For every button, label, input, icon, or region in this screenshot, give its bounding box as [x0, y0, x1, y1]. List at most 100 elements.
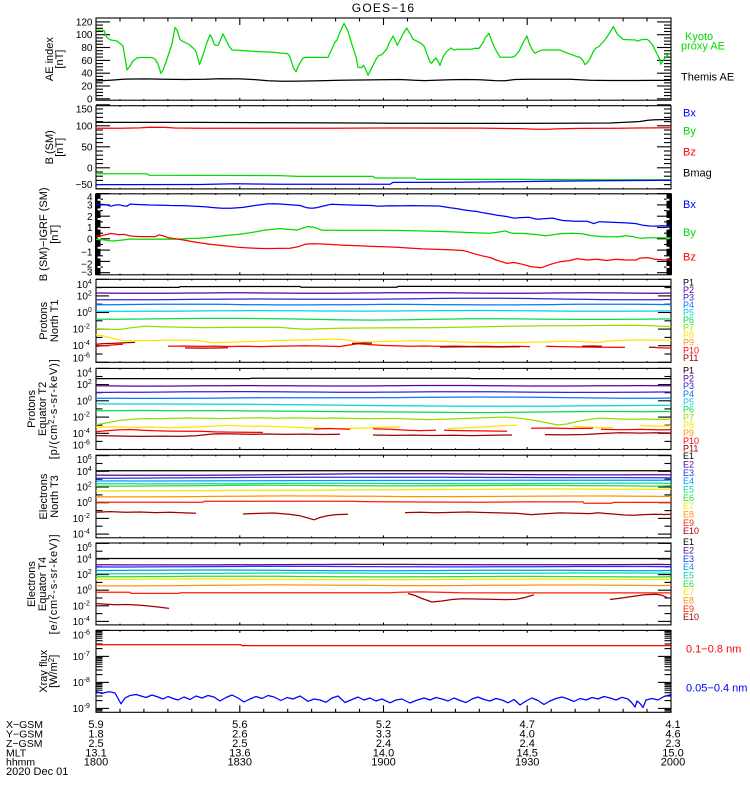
svg-text:P8: P8 — [683, 330, 694, 340]
svg-text:-2: -2 — [84, 412, 90, 419]
svg-text:100: 100 — [76, 30, 93, 41]
svg-text:3: 3 — [87, 200, 93, 211]
svg-text:10: 10 — [73, 678, 85, 689]
svg-text:10: 10 — [73, 441, 85, 452]
svg-text:10: 10 — [73, 704, 85, 715]
svg-text:Protons: Protons — [26, 389, 38, 427]
svg-text:13.1: 13.1 — [85, 747, 106, 759]
svg-text:[nT]: [nT] — [49, 225, 61, 244]
svg-text:AE index: AE index — [44, 37, 56, 82]
svg-text:10: 10 — [77, 369, 89, 380]
svg-text:[W/m2]: [W/m2] — [47, 655, 60, 688]
svg-text:E5: E5 — [683, 571, 694, 581]
svg-text:10: 10 — [73, 601, 85, 612]
svg-text:North T1: North T1 — [49, 300, 61, 343]
svg-text:10: 10 — [73, 353, 85, 364]
svg-text:Equator T2: Equator T2 — [37, 382, 49, 436]
svg-text:P5: P5 — [683, 397, 694, 407]
svg-text:0.05−0.4 nm: 0.05−0.4 nm — [686, 683, 747, 695]
svg-text:Bz: Bz — [683, 252, 696, 264]
svg-text:-4: -4 — [84, 340, 90, 347]
svg-text:P11: P11 — [683, 444, 698, 454]
svg-text:4: 4 — [88, 279, 92, 286]
svg-text:10: 10 — [73, 429, 85, 440]
svg-text:North T3: North T3 — [49, 475, 61, 518]
svg-text:2: 2 — [88, 482, 92, 489]
svg-text:E5: E5 — [683, 485, 694, 495]
svg-text:Equator T4: Equator T4 — [37, 557, 49, 611]
svg-text:Xray flux: Xray flux — [38, 649, 50, 692]
svg-text:-4: -4 — [84, 428, 90, 435]
svg-text:E8: E8 — [683, 596, 694, 606]
svg-text:10: 10 — [73, 413, 85, 424]
svg-text:80: 80 — [81, 43, 93, 54]
svg-text:P2: P2 — [683, 285, 694, 295]
svg-text:MLT: MLT — [6, 747, 27, 759]
svg-text:P1: P1 — [683, 278, 694, 288]
svg-text:P4: P4 — [683, 389, 694, 399]
svg-text:4.1: 4.1 — [665, 719, 680, 731]
svg-text:P6: P6 — [683, 315, 694, 325]
svg-text:P9: P9 — [683, 338, 694, 348]
svg-text:E2: E2 — [683, 546, 694, 556]
svg-text:E1: E1 — [683, 537, 694, 547]
svg-text:By: By — [683, 227, 696, 239]
svg-text:E8: E8 — [683, 510, 694, 520]
svg-text:10: 10 — [77, 467, 89, 478]
svg-text:Y−GSM: Y−GSM — [6, 729, 43, 741]
svg-text:10: 10 — [77, 555, 89, 566]
svg-text:120: 120 — [76, 17, 93, 28]
svg-text:5.6: 5.6 — [232, 719, 247, 731]
svg-text:0: 0 — [88, 395, 92, 402]
svg-text:E4: E4 — [683, 562, 694, 572]
svg-text:E1: E1 — [683, 451, 694, 461]
svg-text:5.9: 5.9 — [88, 719, 103, 731]
svg-text:0: 0 — [87, 234, 93, 245]
svg-text:P10: P10 — [683, 345, 699, 355]
svg-text:E7: E7 — [683, 501, 694, 511]
svg-text:E7: E7 — [683, 587, 694, 597]
svg-text:X−GSM: X−GSM — [6, 719, 43, 731]
svg-text:−1: −1 — [81, 248, 93, 259]
svg-text:10: 10 — [73, 325, 85, 336]
svg-text:E6: E6 — [683, 493, 694, 503]
svg-text:-8: -8 — [84, 677, 90, 684]
svg-text:P10: P10 — [683, 436, 699, 446]
svg-text:−50: −50 — [76, 180, 93, 191]
svg-text:10: 10 — [77, 498, 89, 509]
svg-text:E10: E10 — [683, 526, 699, 536]
svg-text:150: 150 — [76, 104, 93, 115]
svg-text:4: 4 — [88, 554, 92, 561]
svg-text:6: 6 — [88, 542, 92, 549]
svg-text:40: 40 — [81, 69, 93, 80]
svg-text:E3: E3 — [683, 468, 694, 478]
svg-text:-2: -2 — [84, 324, 90, 331]
svg-text:P8: P8 — [683, 420, 694, 430]
svg-text:1800: 1800 — [84, 757, 108, 769]
svg-text:10: 10 — [73, 341, 85, 352]
svg-text:E6: E6 — [683, 579, 694, 589]
svg-text:-6: -6 — [84, 440, 90, 447]
svg-text:[p/(cm2-s-sr-keV)]: [p/(cm2-s-sr-keV)] — [47, 359, 60, 460]
svg-text:−3: −3 — [81, 268, 93, 279]
svg-text:proxy AE: proxy AE — [681, 41, 725, 53]
svg-text:2: 2 — [88, 290, 92, 297]
svg-text:10: 10 — [73, 617, 85, 628]
svg-text:[nT]: [nT] — [54, 50, 66, 69]
svg-text:P3: P3 — [683, 381, 694, 391]
svg-text:Electrons: Electrons — [38, 473, 50, 519]
svg-text:Themis AE: Themis AE — [681, 72, 734, 84]
svg-text:E9: E9 — [683, 604, 694, 614]
svg-text:2.5: 2.5 — [232, 738, 247, 750]
svg-text:By: By — [683, 126, 696, 138]
svg-text:-6: -6 — [84, 352, 90, 359]
svg-text:Z−GSM: Z−GSM — [6, 738, 42, 750]
svg-text:Bx: Bx — [683, 199, 696, 211]
svg-text:4.0: 4.0 — [520, 729, 535, 741]
svg-text:20: 20 — [81, 82, 93, 93]
svg-text:Electrons: Electrons — [26, 561, 38, 607]
svg-text:10: 10 — [77, 291, 89, 302]
svg-text:[e/(cm2-s-sr-keV)]: [e/(cm2-s-sr-keV)] — [47, 534, 60, 635]
svg-text:2.5: 2.5 — [88, 738, 103, 750]
svg-text:-6: -6 — [84, 629, 90, 636]
